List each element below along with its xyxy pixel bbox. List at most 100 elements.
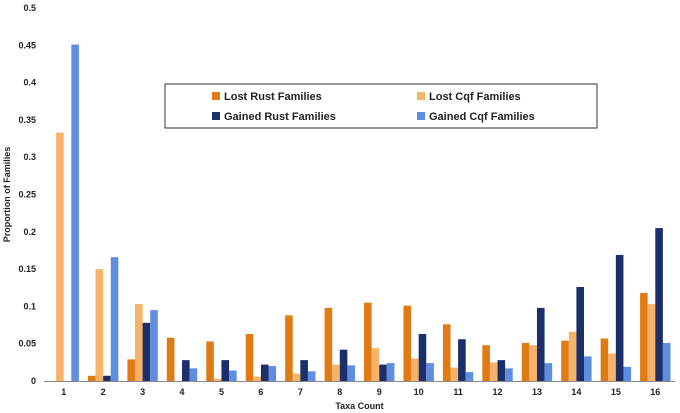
bar-gained-rust-14	[576, 287, 585, 381]
x-tick-label: 15	[611, 387, 621, 397]
bar-gained-cqf-13	[544, 363, 553, 381]
bar-gained-cqf-5	[229, 370, 237, 381]
x-tick-label: 14	[571, 387, 581, 397]
x-tick-label: 8	[337, 387, 342, 397]
bar-gained-rust-13	[536, 307, 545, 381]
bar-gained-rust-6	[260, 364, 269, 381]
legend-label-lost-cqf: Lost Cqf Families	[429, 91, 521, 103]
bar-lost-rust-15	[600, 338, 609, 381]
x-axis-title: Taxa Count	[335, 401, 383, 411]
y-tick-label: 0.1	[23, 301, 36, 311]
bar-lost-rust-10	[403, 305, 412, 381]
bar-lost-cqf-12	[489, 362, 498, 381]
bar-gained-cqf-14	[584, 356, 592, 381]
y-tick-label: 0.4	[23, 78, 36, 88]
x-tick-label: 13	[532, 387, 542, 397]
x-tick-label: 7	[298, 387, 303, 397]
bar-gained-cqf-10	[426, 363, 434, 381]
legend-swatch-gained-rust	[212, 112, 220, 120]
bar-gained-cqf-2	[110, 257, 119, 381]
bar-lost-cqf-11	[450, 367, 459, 381]
bar-lost-rust-7	[285, 315, 293, 381]
bar-gained-rust-8	[339, 349, 348, 381]
bar-lost-rust-3	[127, 359, 135, 381]
bar-gained-cqf-3	[150, 310, 158, 381]
bar-gained-rust-16	[655, 228, 663, 381]
y-tick-label: 0.25	[18, 190, 36, 200]
x-tick-label: 9	[377, 387, 382, 397]
x-tick-label: 1	[61, 387, 66, 397]
bar-gained-rust-4	[182, 360, 190, 381]
bar-gained-cqf-1	[71, 44, 79, 382]
x-tick-label: 12	[493, 387, 503, 397]
bar-lost-cqf-7	[292, 373, 301, 381]
bar-lost-rust-12	[482, 345, 490, 381]
y-tick-label: 0.2	[23, 227, 36, 237]
bar-lost-rust-16	[640, 292, 648, 381]
legend-swatch-lost-rust	[212, 92, 220, 100]
bar-gained-rust-7	[300, 360, 308, 381]
bar-gained-cqf-9	[386, 363, 395, 381]
bar-gained-cqf-8	[347, 365, 355, 381]
bar-gained-cqf-7	[307, 371, 316, 381]
y-tick-label: 0	[31, 376, 36, 386]
x-tick-label: 6	[258, 387, 263, 397]
bar-gained-rust-12	[497, 360, 506, 381]
bar-gained-cqf-11	[465, 372, 474, 381]
x-tick-label: 5	[219, 387, 224, 397]
bar-gained-rust-3	[142, 322, 151, 381]
bar-gained-cqf-15	[623, 366, 632, 381]
bar-gained-rust-2	[103, 375, 111, 381]
bar-gained-cqf-16	[662, 342, 671, 381]
y-axis-title: Proportion of Families	[2, 147, 12, 243]
x-tick-label: 11	[453, 387, 463, 397]
legend-swatch-lost-cqf	[417, 92, 425, 100]
bar-lost-cqf-15	[608, 353, 616, 381]
legend-box	[164, 83, 598, 129]
legend-label-gained-rust: Gained Rust Families	[224, 111, 336, 123]
bar-gained-rust-15	[615, 254, 624, 381]
y-tick-label: 0.15	[18, 264, 36, 274]
bar-lost-rust-11	[442, 324, 451, 381]
bar-lost-rust-8	[324, 307, 333, 381]
legend-swatch-gained-cqf	[417, 112, 425, 120]
bar-lost-rust-9	[364, 302, 372, 381]
bar-lost-cqf-13	[529, 345, 537, 381]
bar-lost-cqf-6	[253, 376, 261, 381]
x-tick-label: 16	[650, 387, 660, 397]
bar-lost-cqf-3	[134, 304, 143, 381]
legend-label-lost-rust: Lost Rust Families	[224, 91, 322, 103]
x-tick-label: 3	[140, 387, 145, 397]
legend: Lost Rust Families Lost Cqf Families Gai…	[164, 83, 598, 129]
y-axis-ticks: 0 0.05 0.1 0.15 0.2 0.25 0.3 0.35 0.4 0.45 0.5	[18, 3, 36, 386]
y-tick-label: 0.05	[18, 339, 36, 349]
x-tick-label: 10	[414, 387, 424, 397]
bar-gained-cqf-4	[189, 368, 198, 381]
bar-lost-rust-6	[245, 334, 254, 381]
bar-lost-cqf-1	[56, 132, 64, 381]
bar-lost-cqf-9	[371, 348, 380, 381]
y-tick-label: 0.45	[18, 40, 36, 50]
bar-gained-cqf-6	[268, 366, 277, 381]
bar-gained-cqf-12	[505, 368, 513, 381]
bar-lost-rust-4	[166, 337, 175, 381]
bar-gained-rust-5	[221, 360, 230, 381]
x-tick-label: 4	[180, 387, 185, 397]
y-tick-label: 0.5	[23, 3, 36, 13]
bar-gained-rust-11	[458, 339, 466, 381]
bar-lost-rust-14	[561, 340, 569, 381]
bar-lost-cqf-10	[411, 358, 419, 381]
bar-lost-cqf-16	[647, 304, 656, 381]
x-axis-ticks: 1 2 3 4 5 6 7 8 9 10 11 12 13 14 15 16	[61, 387, 660, 397]
bar-gained-rust-10	[418, 334, 427, 381]
bar-lost-cqf-2	[95, 269, 104, 381]
bar-lost-rust-5	[206, 341, 214, 381]
y-tick-label: 0.35	[18, 115, 36, 125]
bar-lost-cqf-5	[213, 378, 222, 381]
bar-lost-rust-13	[521, 342, 530, 381]
bar-gained-rust-9	[379, 364, 387, 381]
bar-lost-rust-2	[87, 375, 96, 381]
bar-lost-cqf-14	[568, 331, 577, 381]
